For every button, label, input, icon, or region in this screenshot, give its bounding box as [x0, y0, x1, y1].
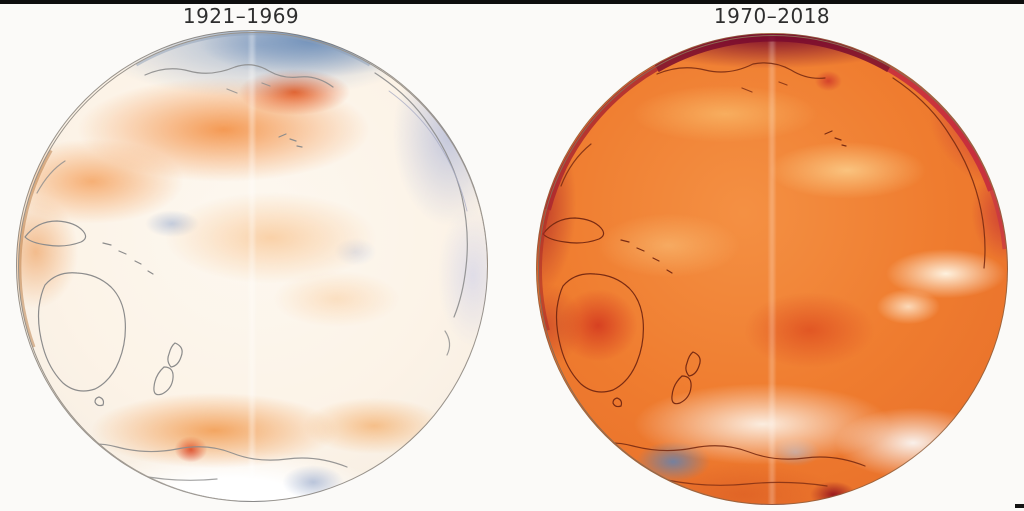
globe-1970-2018 [536, 33, 1008, 505]
coastlines-overlay-right [537, 34, 1007, 504]
globe-1921-1969 [16, 30, 488, 502]
coastline-new-guinea [542, 217, 605, 244]
coastline-tasmania [612, 397, 623, 408]
rim-maroon-arc-top [654, 34, 892, 73]
globe-outline [18, 32, 487, 501]
globe-outline [538, 35, 1007, 504]
coastline-australia [555, 273, 644, 393]
coastline-hawaii [278, 133, 303, 148]
corner-mark [1015, 504, 1024, 508]
coastline-australia [37, 272, 126, 392]
coastlines-overlay-left [18, 32, 487, 501]
coastline-tasmania [94, 396, 105, 407]
rim-crimson-arc-right-lower [989, 189, 1007, 250]
coastline-antarctica [56, 443, 348, 468]
coastline-bering [144, 64, 334, 88]
coastline-new-guinea [24, 220, 87, 247]
panel-title-1970-2018: 1970–2018 [713, 4, 831, 28]
coastline-new-zealand [153, 342, 183, 396]
coastline-new-zealand [671, 351, 701, 405]
rim-cool-arc-top [135, 32, 371, 67]
rim-dark-red-arc-left-lower [537, 209, 550, 331]
rim-dark-red-arc-left [545, 65, 659, 211]
coastline-antarctica [572, 442, 866, 467]
coastline-north-america [374, 72, 468, 318]
coastline-north-america [892, 77, 986, 269]
rim-warm-arc-left [18, 149, 53, 348]
coastline-bering [656, 62, 826, 79]
top-border-bar [0, 0, 1024, 4]
coastline-hawaii [824, 130, 847, 147]
rim-crimson-arc-right [887, 64, 996, 192]
panel-title-1921-1969: 1921–1969 [182, 4, 300, 28]
